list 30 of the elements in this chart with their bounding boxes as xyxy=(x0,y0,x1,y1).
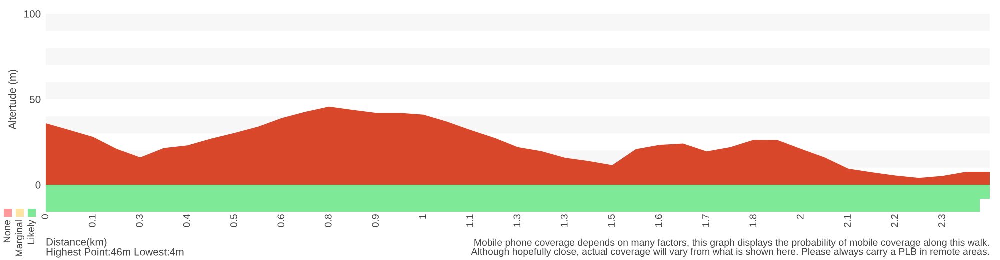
x-tick-label: 0.9 xyxy=(372,214,380,228)
y-tick-label: 0 xyxy=(36,182,41,189)
x-tick-label: 0.3 xyxy=(136,214,144,228)
text: None xyxy=(4,220,11,242)
x-tick-label: 1.5 xyxy=(608,214,616,227)
x-tick-label: 0.5 xyxy=(230,214,238,228)
y-axis-title: Altertude (m) xyxy=(8,70,18,130)
x-tick-label: 1.3 xyxy=(514,214,521,227)
x-tick-label: 0.8 xyxy=(324,214,332,228)
x-tick-label: 1.1 xyxy=(466,214,474,227)
x-tick-label: 1.7 xyxy=(702,214,710,227)
x-tick-label: 1.3 xyxy=(560,214,568,227)
x-tick-label: 1.6 xyxy=(655,214,662,227)
text: Mobile phone coverage depends on many factors, this graph displays the probability of mobile coverage along this walk. Although hopefully close, actual coverage will vary from what is shown here. Please always carry a PLB in remote areas. xyxy=(471,238,990,258)
y-tick-label: 100 xyxy=(24,10,41,18)
x-tick-label: 0.4 xyxy=(183,214,190,228)
x-tick-label: 0.1 xyxy=(88,214,96,228)
text: Highest Point:46m Lowest:4m xyxy=(46,248,184,258)
x-tick-label: 2.3 xyxy=(938,214,946,228)
text: Marginal xyxy=(15,220,25,256)
x-tick-label: 2.1 xyxy=(844,214,851,228)
x-tick-label: 2 xyxy=(796,214,804,220)
x-tick-label: 0 xyxy=(42,214,49,220)
x-tick-label: 1.8 xyxy=(750,214,757,227)
x-axis-title: Distance(km) xyxy=(46,238,107,248)
x-tick-label: 0.6 xyxy=(278,214,285,228)
text: Likely xyxy=(27,220,37,244)
y-tick-label: 50 xyxy=(30,96,41,104)
x-tick-label: 1 xyxy=(419,214,426,219)
x-tick-label: 2.2 xyxy=(891,214,898,228)
